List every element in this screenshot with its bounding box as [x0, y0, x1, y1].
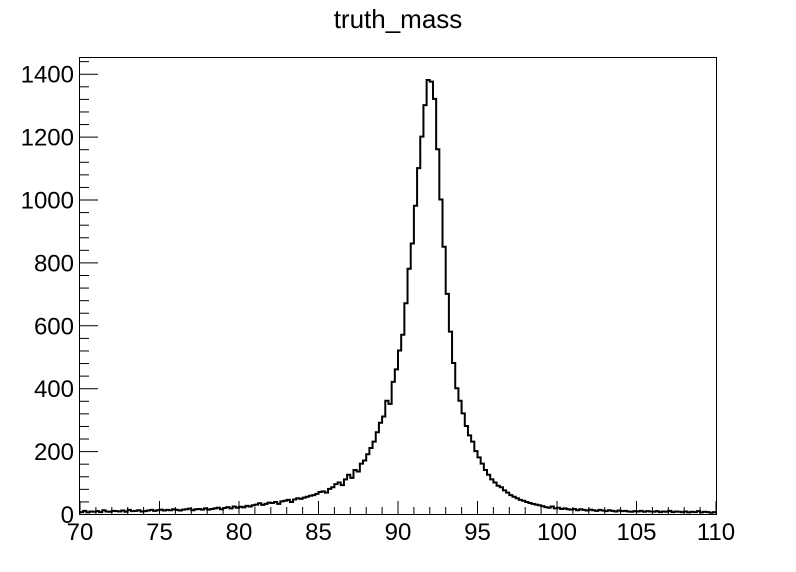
x-axis: 70 75 80 85 90 95 100 105 110	[67, 501, 735, 546]
plot-frame	[79, 57, 717, 515]
y-tick-label: 200	[34, 439, 74, 466]
y-tick-label: 0	[61, 502, 74, 529]
y-axis: 0 200 400 600 800 1000 1200 1400	[21, 61, 98, 529]
y-tick-label: 1400	[21, 62, 74, 89]
x-tick-label: 90	[385, 519, 412, 546]
y-tick-label: 1000	[21, 188, 74, 215]
x-tick-label: 80	[226, 519, 253, 546]
y-tick-label: 1200	[21, 125, 74, 152]
y-tick-label: 800	[34, 250, 74, 277]
y-tick-label: 400	[34, 376, 74, 403]
x-tick-label: 95	[464, 519, 491, 546]
x-tick-label: 110	[697, 519, 735, 546]
y-tick-label: 600	[34, 313, 74, 340]
histogram-series	[80, 79, 716, 514]
x-tick-label: 75	[146, 519, 173, 546]
x-tick-label: 70	[67, 519, 94, 546]
chart-title: truth_mass	[334, 4, 463, 34]
x-tick-label: 85	[305, 519, 332, 546]
x-tick-label: 100	[537, 519, 577, 546]
x-tick-label: 105	[616, 519, 656, 546]
